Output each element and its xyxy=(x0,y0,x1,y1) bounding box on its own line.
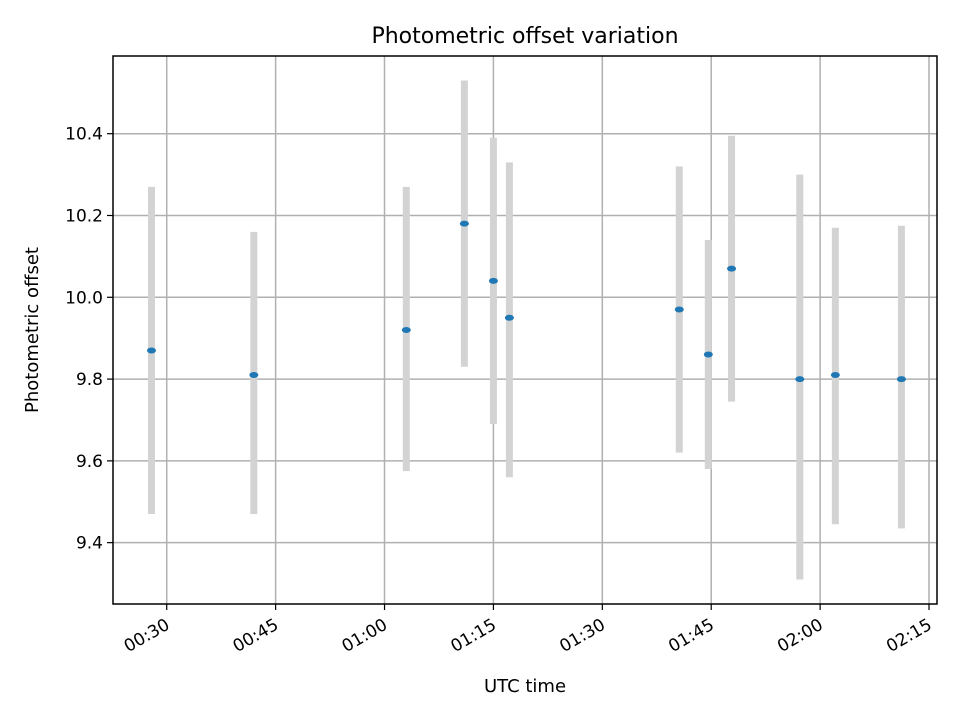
plot-frame xyxy=(112,55,938,605)
data-point xyxy=(249,371,259,378)
data-point xyxy=(727,265,737,272)
data-point-layer xyxy=(146,220,906,383)
tick-layer: 00:30 00:45 01:00 01:15 01:30 01:45 02:00 02:15… xyxy=(65,125,935,657)
x-tick-label: 00:45 xyxy=(230,615,282,657)
data-point xyxy=(488,277,498,284)
x-tick-label: 01:00 xyxy=(339,615,391,657)
data-point xyxy=(896,376,906,383)
data-point xyxy=(504,314,514,321)
data-point xyxy=(795,376,805,383)
y-tick-label: 9.4 xyxy=(76,534,103,554)
y-tick-label: 10.4 xyxy=(65,125,103,145)
chart-title: Photometric offset variation xyxy=(371,24,678,49)
y-axis-label: Photometric offset xyxy=(22,247,43,413)
y-tick-label: 9.6 xyxy=(76,452,103,472)
grid-layer xyxy=(113,56,937,604)
x-tick-label: 01:30 xyxy=(556,615,608,657)
data-point xyxy=(674,306,684,313)
x-tick-label: 01:45 xyxy=(665,615,717,657)
y-tick-label: 10.0 xyxy=(65,288,103,308)
x-tick-label: 02:00 xyxy=(774,615,826,657)
data-point xyxy=(830,371,840,378)
y-tick-label: 10.2 xyxy=(65,206,103,226)
x-tick-label: 02:15 xyxy=(883,615,935,657)
y-tick-label: 9.8 xyxy=(76,370,103,390)
x-tick-label: 01:15 xyxy=(447,615,499,657)
data-point xyxy=(401,327,411,333)
error-bar-layer xyxy=(147,80,905,580)
data-point xyxy=(459,220,469,227)
data-point xyxy=(146,347,156,354)
x-axis-label: UTC time xyxy=(484,676,566,697)
data-point xyxy=(703,351,713,358)
x-tick-label: 00:30 xyxy=(121,615,173,657)
